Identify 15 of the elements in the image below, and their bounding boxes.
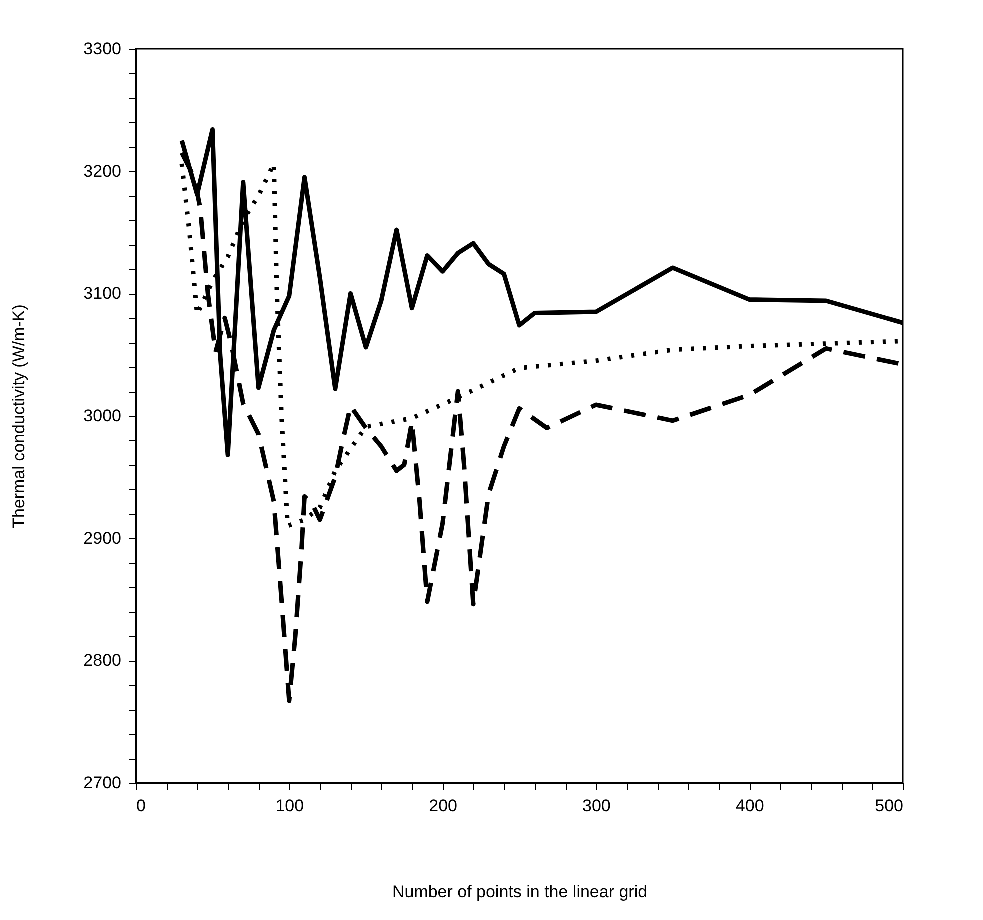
y-tick-label: 2700 <box>84 774 122 792</box>
x-tick-label: 200 <box>429 796 458 816</box>
y-tick-label: 3000 <box>84 406 122 426</box>
y-tick-label: 3300 <box>84 40 122 58</box>
x-tick-label: 100 <box>276 796 304 816</box>
x-tick-label: 500 <box>875 796 904 816</box>
y-tick-label: 3100 <box>84 284 122 304</box>
x-tick-label: 400 <box>736 796 764 816</box>
y-axis-title: Thermal conductivity (W/m-K) <box>10 304 29 528</box>
x-tick-label: 300 <box>582 796 611 816</box>
x-tick-label: 0 <box>136 796 146 816</box>
y-tick-label: 3200 <box>84 162 122 181</box>
y-tick-label: 2800 <box>84 651 122 670</box>
y-tick-label: 2900 <box>84 528 122 548</box>
x-axis-title: Number of points in the linear grid <box>392 882 648 902</box>
